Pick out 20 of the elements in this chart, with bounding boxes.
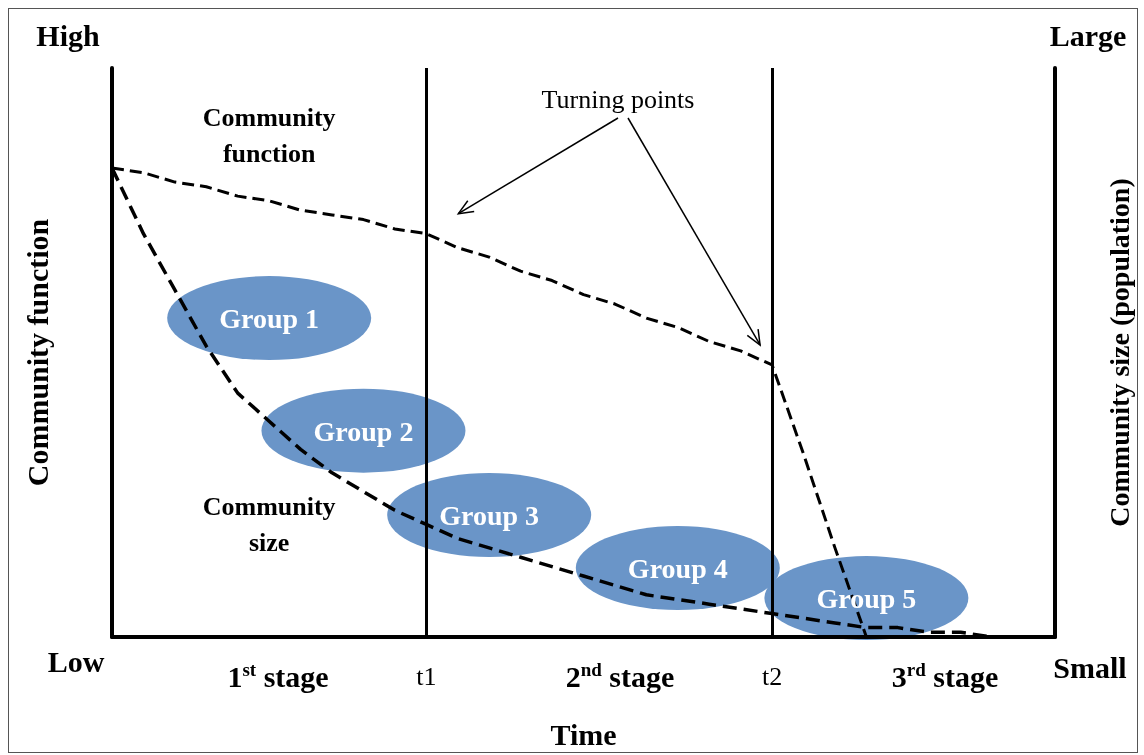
text: Turning points <box>541 85 695 115</box>
x-tick-label: t1 <box>416 661 437 691</box>
annotation: Group 3 <box>439 500 540 532</box>
series-label: Community function <box>202 102 336 168</box>
text: Low <box>47 645 105 679</box>
series-label: Community size <box>202 491 336 557</box>
text: Small <box>1053 651 1127 685</box>
annotation: Group 4 <box>627 553 728 585</box>
text: 3$^{rd}$ stage <box>891 658 999 694</box>
y-axis-title: Community function <box>20 218 54 487</box>
text: 1$^{st}$ stage <box>227 658 329 694</box>
text: High <box>36 19 100 53</box>
y2-axis-title: Community size (population) <box>1103 178 1135 527</box>
annotation: Group 2 <box>313 415 414 447</box>
text: 2$^{nd}$ stage <box>565 658 675 694</box>
annotation: Group 5 <box>816 583 917 615</box>
x-tick-label: t2 <box>761 661 783 691</box>
text: Large <box>1049 19 1127 53</box>
annotation: Group 1 <box>219 303 320 335</box>
x-axis-title: Time <box>550 717 617 751</box>
